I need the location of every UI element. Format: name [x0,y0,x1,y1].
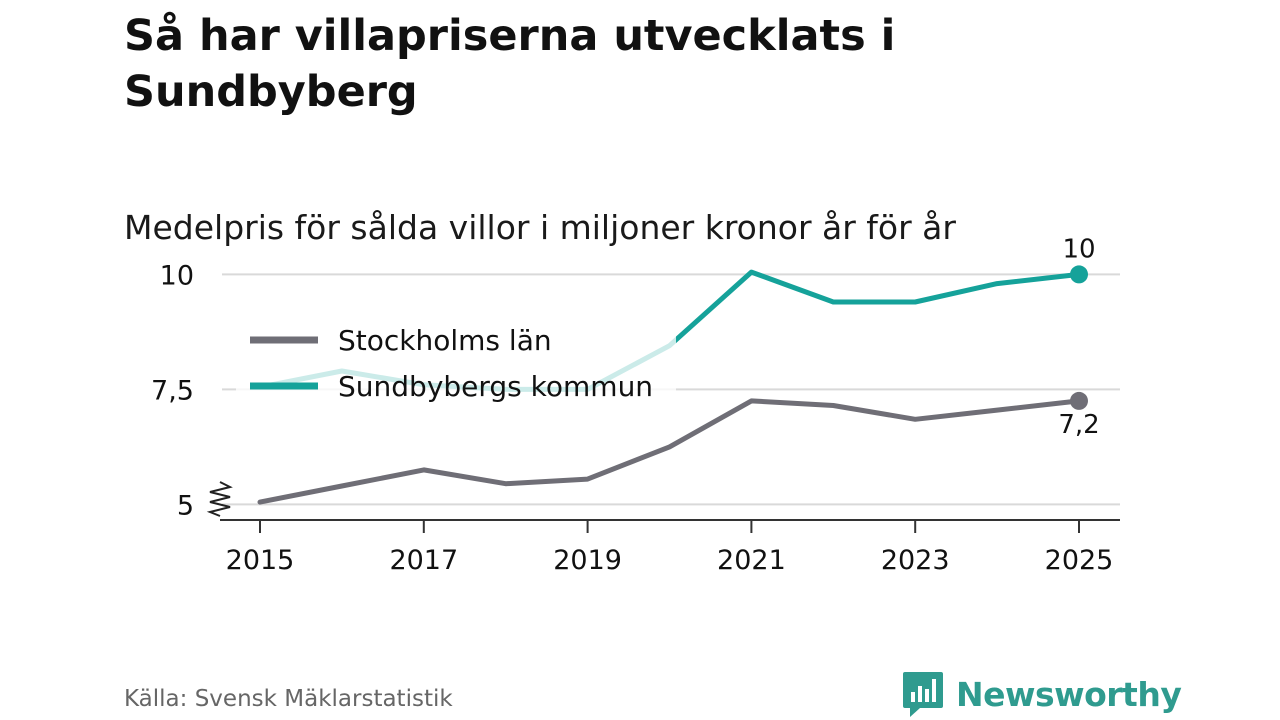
y-tick-label: 5 [177,490,194,521]
x-tick-label: 2021 [717,545,786,576]
end-label-stockholm: 7,2 [1058,410,1099,440]
axes [206,481,1120,521]
x-tick-label: 2019 [553,545,622,576]
x-tick-label: 2015 [226,545,295,576]
end-point-sundbyberg [1070,265,1088,284]
legend-label-sundbyberg: Sundbybergs kommun [338,370,653,403]
x-tick-label: 2017 [389,545,458,576]
source-note: Källa: Svensk Mäklarstatistik [124,686,453,712]
x-tick-label: 2025 [1045,545,1114,576]
series-line-stockholm [257,398,1082,505]
axis-break-icon [206,481,233,517]
legend: Stockholms län Sundbybergs kommun [236,314,676,414]
newsworthy-logo-icon [903,672,943,717]
brand-name: Newsworthy [956,674,1182,714]
newsworthy-logo: Newsworthy [902,670,1182,718]
x-tick-label: 2023 [881,545,950,576]
end-label-sundbyberg: 10 [1062,234,1095,264]
legend-backdrop [236,314,676,414]
y-tick-label: 7,5 [151,375,194,406]
end-point-stockholm [1070,391,1088,410]
legend-label-stockholm: Stockholms län [338,324,552,357]
chart-subtitle: Medelpris för sålda villor i miljoner kr… [124,208,956,247]
axis-ticks: 5 7,5 10 2015 2017 2019 2021 2023 2025 [151,260,1113,576]
chart-title: Så har villapriserna utvecklats i Sundby… [124,11,896,117]
end-points: 7,2 10 [1058,234,1099,440]
y-tick-label: 10 [160,260,194,291]
line-chart: Stockholms län Sundbybergs kommun 5 7,5 10… [151,234,1120,576]
